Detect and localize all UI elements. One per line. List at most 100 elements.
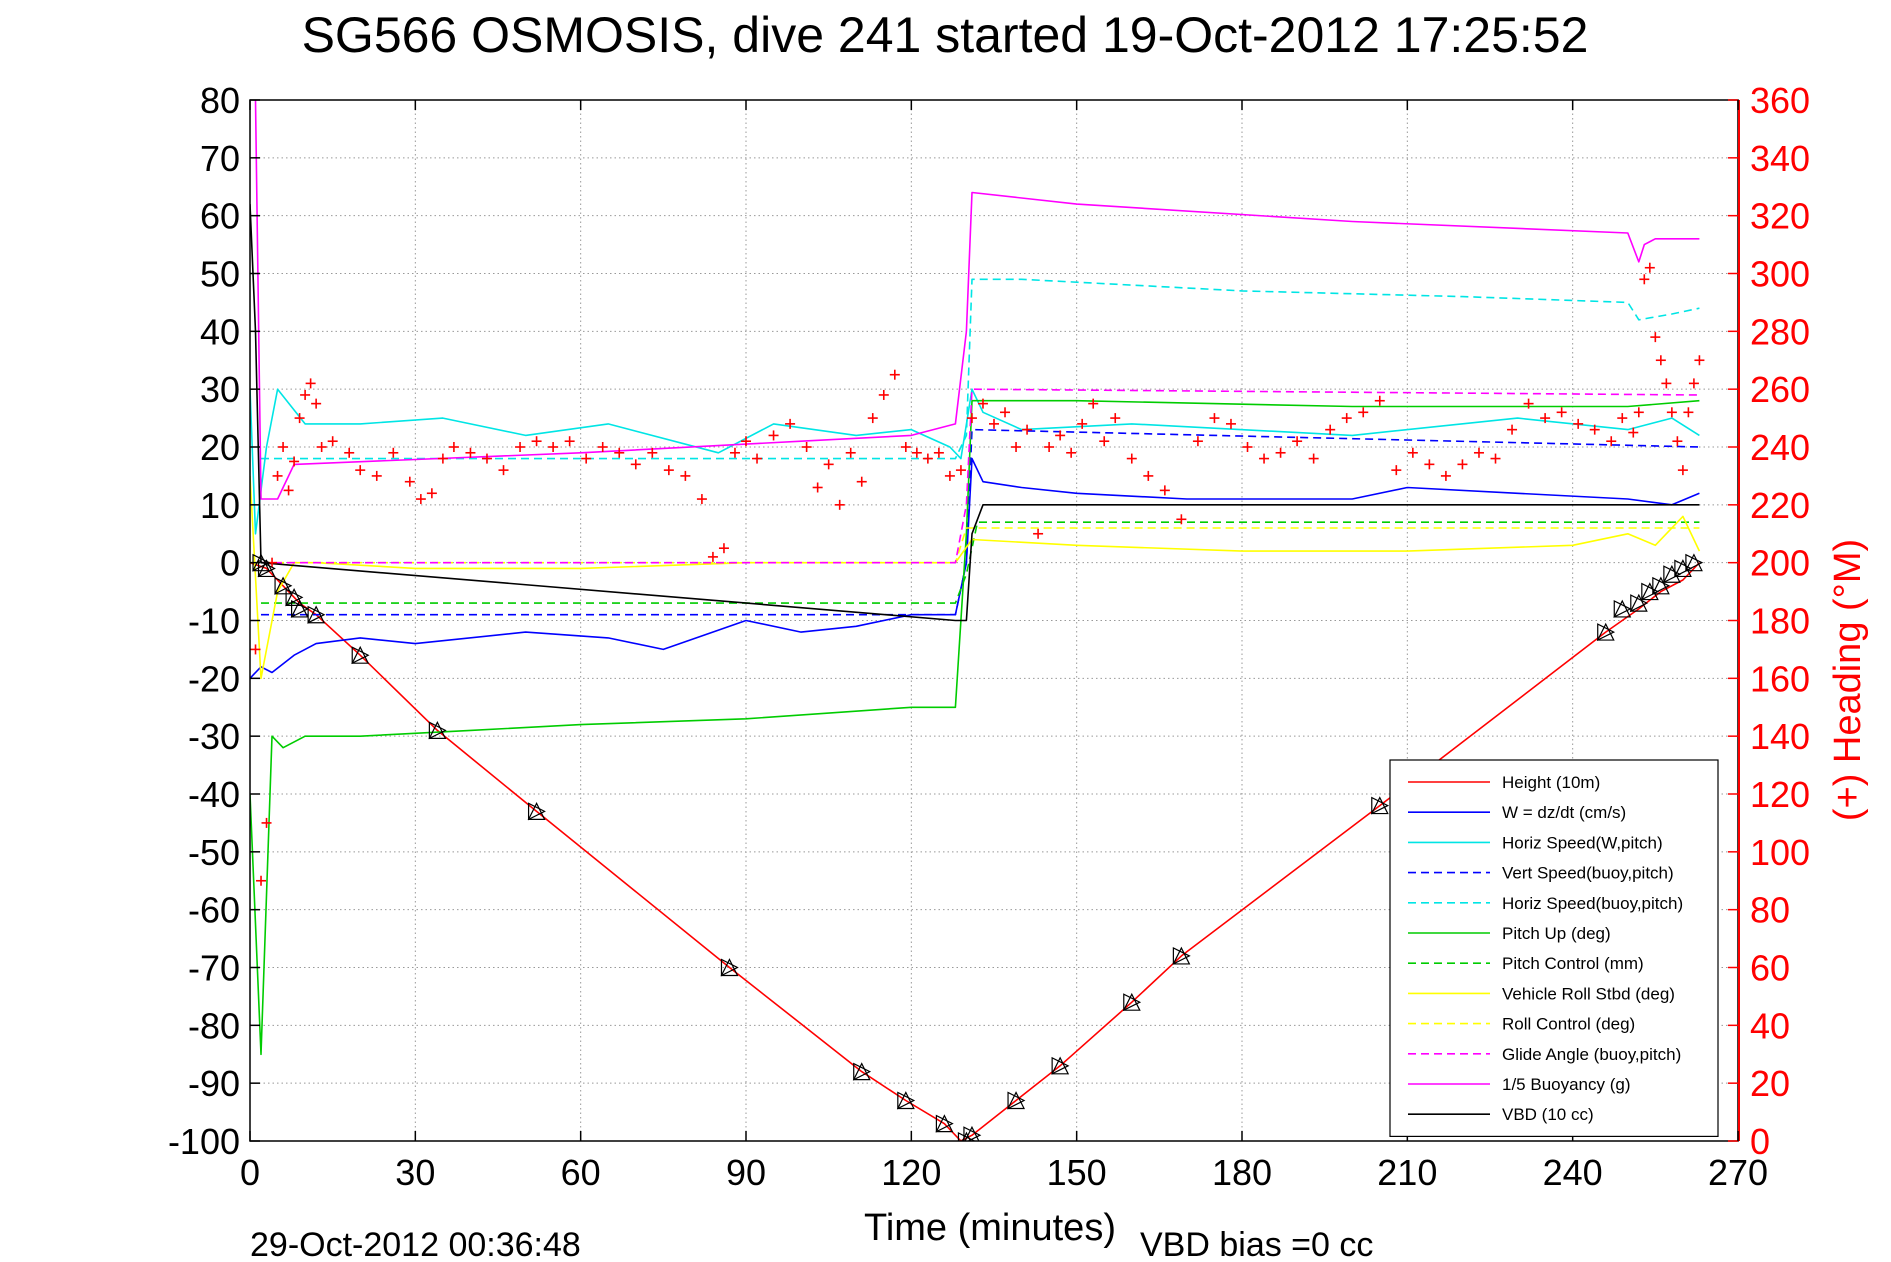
y-right-tick-label: 240 <box>1750 427 1810 468</box>
height-marker <box>1640 582 1660 601</box>
heading-point <box>1672 436 1683 447</box>
legend-label: Horiz Speed(W,pitch) <box>1502 833 1663 852</box>
heading-point <box>498 465 509 476</box>
heading-point <box>1077 418 1088 429</box>
y-tick-label: -70 <box>188 948 240 989</box>
heading-point <box>1628 427 1639 438</box>
heading-point <box>1633 407 1644 418</box>
heading-point <box>1639 274 1650 285</box>
heading-point <box>305 378 316 389</box>
heading-point <box>680 470 691 481</box>
heading-point <box>250 644 261 655</box>
y-tick-label: 30 <box>200 369 240 410</box>
x-tick-label: 120 <box>881 1152 941 1193</box>
footer-date: 29-Oct-2012 00:36:48 <box>250 1226 581 1262</box>
y-right-tick-label: 260 <box>1750 369 1810 410</box>
height-marker <box>285 588 304 607</box>
height-marker <box>428 721 447 740</box>
y-right-tick-label: 340 <box>1750 138 1810 179</box>
heading-point <box>1225 418 1236 429</box>
heading-point <box>261 817 272 828</box>
heading-point <box>1275 447 1286 458</box>
heading-point <box>1490 453 1501 464</box>
heading-point <box>823 459 834 470</box>
heading-point <box>630 459 641 470</box>
heading-layer <box>250 262 1705 886</box>
heading-point <box>564 436 575 447</box>
heading-point <box>1259 453 1270 464</box>
heading-point <box>597 442 608 452</box>
series-line-11 <box>250 204 1700 622</box>
heading-point <box>878 389 889 400</box>
heading-point <box>729 447 740 458</box>
legend-label: VBD (10 cc) <box>1502 1105 1594 1124</box>
legend-label: 1/5 Buoyancy (g) <box>1502 1075 1631 1094</box>
y-right-tick-label: 40 <box>1750 1005 1790 1046</box>
heading-point <box>1292 436 1303 447</box>
heading-point <box>741 436 751 447</box>
y-tick-label: -80 <box>188 1005 240 1046</box>
legend-label: Horiz Speed(buoy,pitch) <box>1502 894 1683 913</box>
heading-point <box>283 485 294 496</box>
heading-point <box>955 465 966 476</box>
heading-point <box>1407 447 1418 458</box>
x-axis-label: Time (minutes) <box>864 1207 1116 1249</box>
height-marker <box>1662 564 1682 584</box>
height-marker <box>963 1125 982 1141</box>
height-marker <box>720 958 739 977</box>
heading-point <box>371 470 382 481</box>
heading-point <box>426 488 437 499</box>
heading-point <box>294 413 305 424</box>
x-tick-label: 270 <box>1708 1152 1768 1193</box>
heading-point <box>1589 424 1600 435</box>
height-marker <box>852 1062 872 1081</box>
x-tick-label: 0 <box>240 1152 260 1193</box>
heading-point <box>1022 424 1033 435</box>
heading-point <box>1606 436 1617 447</box>
heading-point <box>1176 514 1187 525</box>
heading-point <box>977 398 988 409</box>
heading-point <box>1473 447 1484 458</box>
heading-point <box>933 447 944 458</box>
height-marker <box>1122 992 1142 1012</box>
heading-point <box>1192 436 1203 447</box>
series-line-9 <box>261 388 1700 564</box>
heading-point <box>845 447 856 458</box>
y-right-tick-label: 300 <box>1750 254 1810 295</box>
height-marker <box>274 576 293 595</box>
heading-point <box>388 447 399 458</box>
heading-point <box>256 875 267 886</box>
y-right-tick-label: 200 <box>1750 543 1810 584</box>
y-tick-label: -20 <box>188 658 240 699</box>
heading-point <box>1556 407 1567 418</box>
heading-point <box>289 456 300 467</box>
right-axis: 0 20 40 60 80 100 120 140 160 180 200 220 240 260 280 3… <box>1728 80 1810 1162</box>
heading-point <box>696 494 707 505</box>
series-line-4 <box>261 278 1700 460</box>
heading-point <box>718 543 729 554</box>
height-marker <box>1651 576 1671 595</box>
heading-point <box>1055 430 1066 441</box>
heading-point <box>1066 447 1077 458</box>
heading-point <box>900 442 911 452</box>
y-right-tick-label: 80 <box>1750 890 1790 931</box>
height-marker <box>1613 599 1632 618</box>
heading-point <box>316 442 327 452</box>
heading-point <box>768 430 779 441</box>
height-marker <box>1596 622 1616 642</box>
heading-point <box>1661 378 1672 389</box>
x-tick-label: 60 <box>561 1152 601 1193</box>
height-marker <box>290 599 309 618</box>
x-tick-label: 240 <box>1543 1152 1603 1193</box>
heading-point <box>1440 470 1451 481</box>
heading-point <box>1617 413 1628 424</box>
heading-point <box>1644 262 1655 273</box>
heading-point <box>922 453 933 464</box>
legend-label: Pitch Control (mm) <box>1502 954 1644 973</box>
heading-point <box>1688 378 1699 389</box>
series-line-6 <box>261 521 1700 604</box>
heading-point <box>548 442 559 452</box>
heading-point <box>867 413 878 424</box>
legend: Height (10m) W = dz/dt (cm/s) Horiz Speed(… <box>1389 759 1719 1137</box>
